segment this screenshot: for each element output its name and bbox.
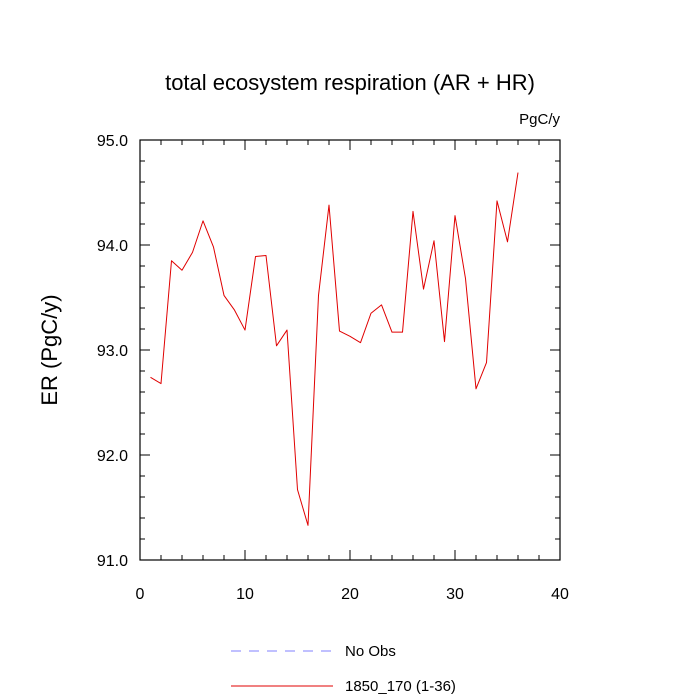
legend-label-1850-170: 1850_170 (1-36) bbox=[345, 678, 456, 695]
units-label: PgC/y bbox=[519, 111, 560, 128]
x-tick-label: 30 bbox=[446, 586, 464, 603]
legend: No Obs 1850_170 (1-36) bbox=[231, 643, 456, 695]
data-series bbox=[150, 172, 519, 526]
x-tick-label: 0 bbox=[136, 586, 145, 603]
y-tick-label: 95.0 bbox=[97, 133, 128, 150]
series-line-1 bbox=[150, 172, 519, 526]
y-axis-label: ER (PgC/y) bbox=[37, 294, 62, 405]
plot-frame bbox=[139, 139, 561, 561]
y-tick-label: 94.0 bbox=[97, 238, 128, 255]
y-tick-label: 92.0 bbox=[97, 448, 128, 465]
x-tick-label: 40 bbox=[551, 586, 569, 603]
x-tick-label: 10 bbox=[236, 586, 254, 603]
x-tick-label: 20 bbox=[341, 586, 359, 603]
y-tick-label: 91.0 bbox=[97, 553, 128, 570]
chart-title: total ecosystem respiration (AR + HR) bbox=[165, 70, 535, 95]
y-tick-label: 93.0 bbox=[97, 343, 128, 360]
legend-label-no-obs: No Obs bbox=[345, 643, 396, 660]
axis-tick-labels: 0 10 20 30 40 91.0 92.0 93.0 94.0 95.0 bbox=[97, 133, 569, 603]
